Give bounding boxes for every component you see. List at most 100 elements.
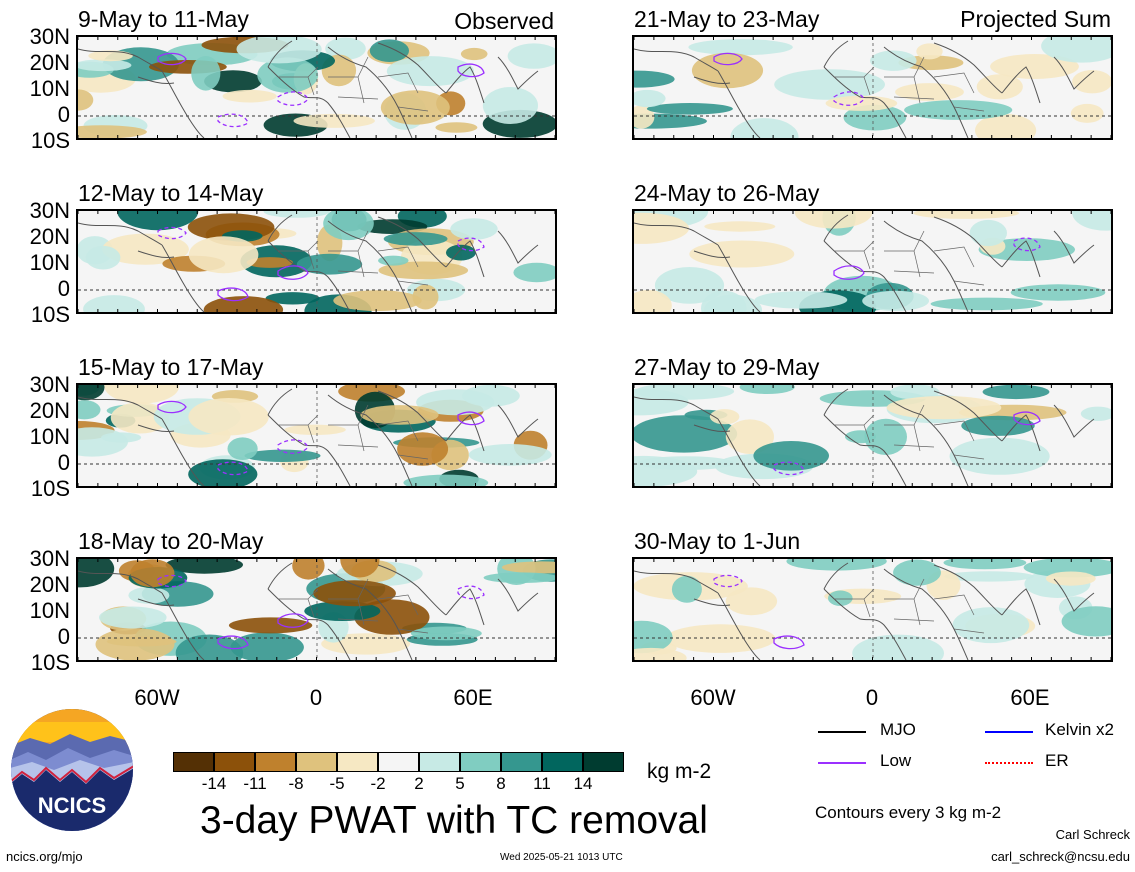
anomaly-region <box>83 295 145 312</box>
anomaly-region <box>794 211 873 229</box>
coastline <box>445 588 485 626</box>
anomaly-region <box>102 233 189 265</box>
coastline <box>161 592 205 660</box>
anomaly-region <box>634 620 673 654</box>
anomaly-region <box>78 427 128 457</box>
coastline <box>267 66 351 138</box>
colorbar-tick-label: -2 <box>370 774 386 793</box>
anomaly-region <box>1010 284 1106 301</box>
anomaly-region <box>378 261 469 280</box>
contours-note: Contours every 3 kg m-2 <box>815 803 1002 822</box>
er-legend-line <box>985 762 1033 764</box>
anomaly-region <box>944 571 1034 582</box>
anomaly-region <box>110 402 170 434</box>
anomaly-region <box>228 617 313 634</box>
anomaly-region <box>930 297 1043 311</box>
footer-url[interactable]: ncics.org/mjo <box>6 849 83 864</box>
anomaly-region <box>828 590 853 606</box>
anomaly-region <box>165 559 243 574</box>
anomaly-region <box>893 559 941 586</box>
anomaly-region <box>203 296 284 312</box>
coastline <box>1053 578 1095 612</box>
colorbar-swatch <box>255 752 296 772</box>
coastline <box>634 222 719 246</box>
coastline <box>1001 240 1041 278</box>
footer-author: Carl Schreck <box>1055 827 1130 842</box>
lon-label-right: 0 <box>865 685 879 710</box>
low-contour <box>277 613 309 628</box>
anomaly-region <box>284 424 346 435</box>
anomaly-region <box>1061 606 1111 637</box>
pwat-anomaly-map <box>634 211 1111 312</box>
anomaly-region <box>507 43 555 69</box>
anomaly-region <box>483 572 555 583</box>
anomaly-region <box>754 291 848 309</box>
coastline <box>1053 404 1095 438</box>
pwat-anomaly-map <box>78 37 555 138</box>
coastline <box>137 250 175 258</box>
coastline <box>137 424 175 432</box>
anomaly-region <box>1041 37 1111 63</box>
anomaly-region <box>292 559 325 580</box>
colorbar-tick-label: -8 <box>288 774 304 793</box>
mjo-legend-line <box>818 731 866 733</box>
coastline <box>883 220 969 312</box>
coastline <box>161 70 205 138</box>
panel-title-left-2: 12-May to 14-May <box>78 180 264 206</box>
footer-email[interactable]: carl_schreck@ncsu.edu <box>991 849 1130 864</box>
anomaly-region <box>1023 559 1111 578</box>
coastline <box>161 418 205 486</box>
anomaly-region <box>1070 103 1104 123</box>
anomaly-region <box>904 100 1013 120</box>
lon-label-left: 0 <box>309 685 323 710</box>
colorbar-tick-label: -5 <box>329 774 345 793</box>
coastline <box>883 46 969 138</box>
lon-label-right: 60E <box>1010 685 1050 710</box>
anomaly-region <box>106 636 177 647</box>
legend-kelvin: Kelvin x2 <box>1045 720 1114 739</box>
colorbar-swatch <box>583 752 624 772</box>
coastline <box>823 562 849 590</box>
coastline <box>933 216 1003 268</box>
low-contour <box>457 237 485 252</box>
coastline <box>327 46 413 138</box>
anomaly-region <box>222 89 277 103</box>
anomaly-region <box>704 221 776 232</box>
coastline <box>78 570 163 594</box>
colorbar-tick-label: 14 <box>573 774 593 793</box>
coastline <box>267 214 293 242</box>
anomaly-region <box>191 56 221 91</box>
colorbar-swatch <box>501 752 542 772</box>
map-panel-observed-1 <box>76 35 557 140</box>
anomaly-region <box>304 601 381 621</box>
panel-title-right-2: 24-May to 26-May <box>634 180 820 206</box>
coastline <box>377 564 447 616</box>
low-contour <box>217 287 249 302</box>
coastline <box>823 40 849 68</box>
lat-label: 0 <box>57 276 70 301</box>
anomaly-region <box>78 385 105 401</box>
anomaly-region <box>403 474 489 486</box>
anomaly-region <box>513 262 555 283</box>
anomaly-region <box>446 244 476 261</box>
anomaly-region <box>188 236 259 274</box>
coastline <box>1001 414 1041 452</box>
anomaly-region <box>230 632 304 660</box>
coastline <box>717 70 761 138</box>
anomaly-region <box>949 437 1050 475</box>
low-contour <box>1013 411 1041 426</box>
pwat-anomaly-map <box>78 211 555 312</box>
anomaly-region <box>1045 571 1096 586</box>
anomaly-region <box>982 385 1050 400</box>
lon-label-left: 60E <box>453 685 493 710</box>
anomaly-region <box>175 634 244 660</box>
map-panel-observed-4 <box>76 557 557 662</box>
coastline <box>445 240 485 278</box>
anomaly-region <box>360 405 439 425</box>
anomaly-region <box>450 218 498 240</box>
coastline <box>267 388 293 416</box>
coastline <box>78 396 163 420</box>
low-contour <box>277 439 309 454</box>
kelvin-legend-line <box>985 731 1033 733</box>
legend-er: ER <box>1045 751 1069 770</box>
